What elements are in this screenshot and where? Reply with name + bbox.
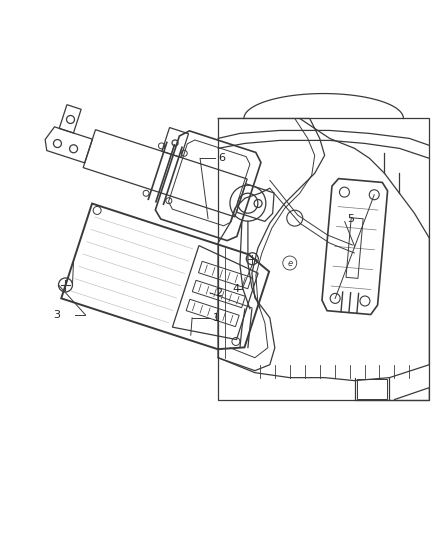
Text: 3: 3 — [53, 310, 60, 320]
Text: e: e — [287, 259, 292, 268]
Bar — [357, 378, 388, 399]
Text: 6: 6 — [218, 154, 225, 163]
Text: 5: 5 — [347, 214, 354, 224]
Text: 1: 1 — [213, 313, 220, 323]
Bar — [218, 118, 429, 400]
Text: 2: 2 — [215, 288, 222, 298]
Text: 4: 4 — [232, 284, 239, 294]
